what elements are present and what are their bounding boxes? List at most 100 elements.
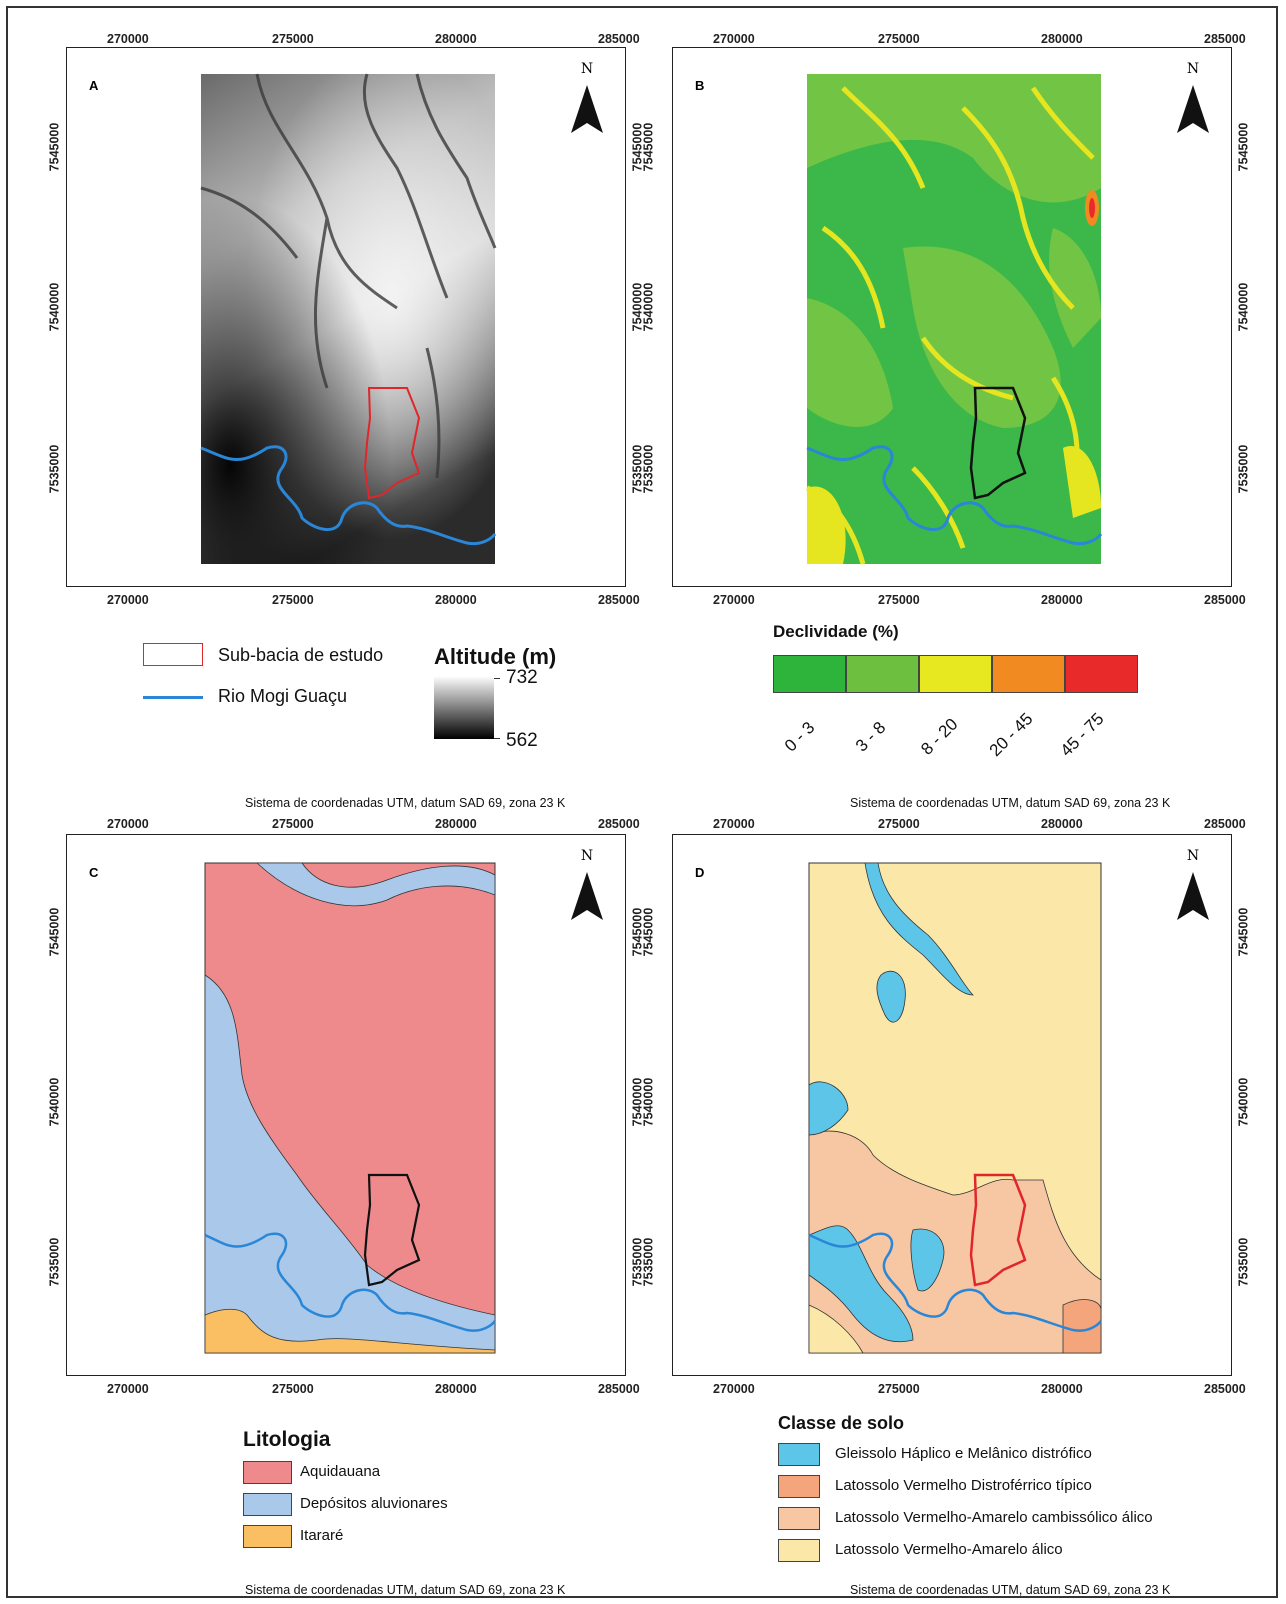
legend-lithology-title: Litologia	[243, 1428, 331, 1451]
tick-x-c-top-3: 280000	[435, 817, 477, 831]
tick-y-d-left-1: 7545000	[641, 907, 656, 957]
tick-x-a-bot-3: 280000	[435, 593, 477, 607]
tick-y-d-right-2: 7540000	[1236, 1077, 1251, 1127]
soil-swatch-2	[778, 1507, 820, 1530]
tick-x-a-top-4: 285000	[598, 32, 640, 46]
slope-swatch-3	[992, 655, 1065, 693]
slope-swatch-1	[846, 655, 919, 693]
tick-x-a-bot-2: 275000	[272, 593, 314, 607]
tick-x-c-bot-1: 270000	[107, 1382, 149, 1396]
tick-x-a-bot-4: 285000	[598, 593, 640, 607]
north-arrow-c: N	[567, 848, 607, 920]
tick-x-d-bot-3: 280000	[1041, 1382, 1083, 1396]
tick-x-d-bot-2: 275000	[878, 1382, 920, 1396]
slope-swatch-4	[1065, 655, 1138, 693]
tick-y-c-left-1: 7545000	[47, 907, 62, 957]
legend-river-label: Rio Mogi Guaçu	[218, 686, 348, 706]
panel-label-b: B	[695, 78, 705, 93]
subbasin-outline-a	[363, 387, 421, 500]
soil-label-0: Gleissolo Háplico e Melânico distrófico	[835, 1445, 1092, 1462]
panel-d: D N	[672, 834, 1232, 1376]
altitude-ramp	[434, 676, 494, 739]
slope-map	[806, 74, 1103, 565]
tick-x-d-bot-1: 270000	[713, 1382, 755, 1396]
tick-y-b-right-1: 7545000	[1236, 122, 1251, 172]
altitude-tick-min	[494, 738, 500, 739]
lithology-map	[204, 862, 496, 1354]
tick-x-d-top-4: 285000	[1204, 817, 1246, 831]
tick-x-a-bot-1: 270000	[107, 593, 149, 607]
subbasin-outline-d	[969, 1173, 1027, 1287]
tick-x-b-bot-4: 285000	[1204, 593, 1246, 607]
crs-label-a: Sistema de coordenadas UTM, datum SAD 69…	[245, 796, 566, 810]
north-arrow-a: N	[567, 61, 607, 133]
north-arrow-b: N	[1173, 61, 1213, 133]
legend-altitude-max: 732	[506, 667, 538, 688]
lithology-swatch-0	[243, 1461, 292, 1484]
tick-y-a-left-3: 7535000	[47, 444, 62, 494]
tick-y-a-left-1: 7545000	[47, 122, 62, 172]
tick-x-d-top-3: 280000	[1041, 817, 1083, 831]
north-arrow-d: N	[1173, 848, 1213, 920]
tick-x-b-bot-2: 275000	[878, 593, 920, 607]
tick-y-a-left-2: 7540000	[47, 282, 62, 332]
tick-x-b-top-4: 285000	[1204, 32, 1246, 46]
subbasin-outline-c	[363, 1173, 421, 1287]
soil-swatch-1	[778, 1475, 820, 1498]
tick-y-d-left-2: 7540000	[641, 1077, 656, 1127]
tick-x-c-top-1: 270000	[107, 817, 149, 831]
tick-x-c-bot-4: 285000	[598, 1382, 640, 1396]
lithology-swatch-1	[243, 1493, 292, 1516]
tick-y-b-left-3: 7535000	[641, 444, 656, 494]
elevation-map	[200, 73, 497, 564]
tick-y-c-left-3: 7535000	[47, 1237, 62, 1287]
tick-x-c-top-2: 275000	[272, 817, 314, 831]
legend-subbasin-swatch	[143, 643, 203, 666]
tick-x-c-top-4: 285000	[598, 817, 640, 831]
soil-label-2: Latossolo Vermelho-Amarelo cambissólico …	[835, 1509, 1153, 1526]
tick-y-b-left-2: 7540000	[641, 282, 656, 332]
legend-slope-title: Declividade (%)	[773, 622, 899, 641]
slope-swatch-2	[919, 655, 992, 693]
crs-label-c: Sistema de coordenadas UTM, datum SAD 69…	[245, 1583, 566, 1597]
legend-subbasin-label: Sub-bacia de estudo	[218, 645, 384, 665]
panel-label-c: C	[89, 865, 99, 880]
tick-y-b-right-2: 7540000	[1236, 282, 1251, 332]
panel-c: C N	[66, 834, 626, 1376]
river-line-c	[204, 1232, 496, 1332]
altitude-tick-max	[494, 678, 500, 679]
tick-x-b-bot-1: 270000	[713, 593, 755, 607]
tick-y-d-right-1: 7545000	[1236, 907, 1251, 957]
soil-label-1: Latossolo Vermelho Distroférrico típico	[835, 1477, 1092, 1494]
lithology-label-1: Depósitos aluvionares	[300, 1495, 448, 1512]
tick-x-d-top-1: 270000	[713, 817, 755, 831]
panel-a: A	[66, 47, 626, 587]
tick-y-b-right-3: 7535000	[1236, 444, 1251, 494]
tick-x-d-top-2: 275000	[878, 817, 920, 831]
river-line-b	[806, 445, 1103, 546]
crs-label-d: Sistema de coordenadas UTM, datum SAD 69…	[850, 1583, 1171, 1597]
soil-swatch-3	[778, 1539, 820, 1562]
tick-x-a-top-2: 275000	[272, 32, 314, 46]
legend-soil-title: Classe de solo	[778, 1413, 905, 1433]
tick-y-d-right-3: 7535000	[1236, 1237, 1251, 1287]
legend-altitude-title: Altitude (m)	[434, 644, 557, 669]
soil-map	[808, 862, 1102, 1354]
lithology-label-0: Aquidauana	[300, 1463, 381, 1480]
tick-x-c-bot-2: 275000	[272, 1382, 314, 1396]
legend-river-swatch	[143, 696, 203, 699]
slope-swatch-0	[773, 655, 846, 693]
panel-b: B N	[672, 47, 1232, 587]
figure-frame	[6, 6, 1278, 1598]
tick-x-b-top-3: 280000	[1041, 32, 1083, 46]
river-line-d	[808, 1232, 1102, 1332]
legend-altitude-min: 562	[506, 730, 538, 751]
tick-x-b-top-2: 275000	[878, 32, 920, 46]
lithology-swatch-2	[243, 1525, 292, 1548]
crs-label-b: Sistema de coordenadas UTM, datum SAD 69…	[850, 796, 1171, 810]
subbasin-outline-b	[969, 386, 1027, 500]
tick-x-b-top-1: 270000	[713, 32, 755, 46]
panel-label-a: A	[89, 78, 99, 93]
tick-x-c-bot-3: 280000	[435, 1382, 477, 1396]
tick-x-a-top-3: 280000	[435, 32, 477, 46]
